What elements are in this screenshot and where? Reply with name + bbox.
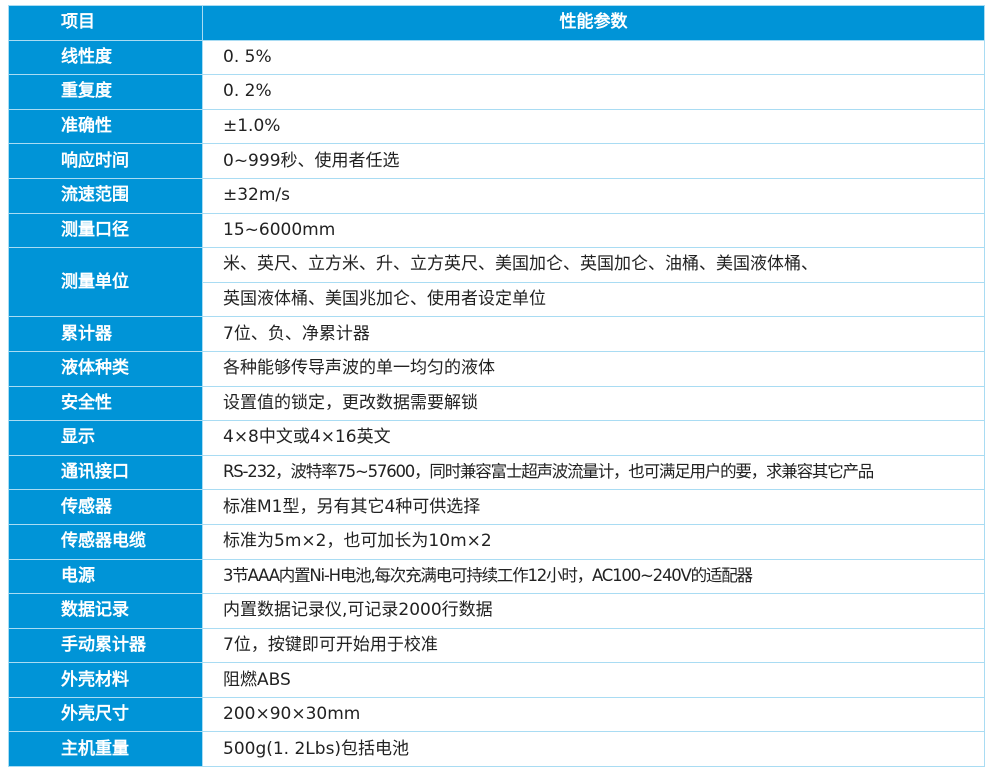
row-label: 数据记录 — [8, 593, 203, 629]
table-row: 通讯接口 RS-232，波特率75~57600，同时兼容富士超声波流量计，也可满足… — [8, 454, 985, 491]
row-label: 外壳材料 — [8, 662, 203, 698]
table-row: 外壳材料 阻燃ABS — [8, 662, 985, 698]
row-value: 7位、负、净累计器 — [202, 316, 985, 352]
row-label: 测量口径 — [8, 212, 203, 249]
header-row: 项目 性能参数 — [8, 5, 985, 41]
row-value: 标准M1型，另有其它4种可供选择 — [202, 489, 985, 525]
table-row: 测量口径 15~6000mm — [8, 212, 985, 249]
row-value: 内置数据记录仪,可记录2000行数据 — [202, 593, 985, 629]
table-row: 电源 3节AAA内置Ni-H电池,每次充满电可持续工作12小时，AC100~240… — [8, 558, 985, 595]
table-row: 重复度 0. 2% — [8, 74, 985, 110]
row-label: 重复度 — [8, 74, 203, 110]
table-row: 响应时间 0~999秒、使用者任选 — [8, 143, 985, 179]
table-row: 线性度 0. 5% — [8, 39, 985, 76]
row-value: 0. 5% — [202, 39, 985, 76]
table-row: 液体种类 各种能够传导声波的单一均匀的液体 — [8, 350, 985, 387]
row-label: 主机重量 — [8, 731, 203, 768]
table-row: 显示 4×8中文或4×16英文 — [8, 420, 985, 456]
table-row: 测量单位 米、英尺、立方米、升、立方英尺、美国加仑、英国加仑、油桶、美国液体桶、 — [8, 247, 985, 318]
table-row: 手动累计器 7位，按键即可开始用于校准 — [8, 627, 985, 664]
header-params: 性能参数 — [202, 5, 985, 41]
row-label: 显示 — [8, 420, 203, 456]
table-row: 主机重量 500g(1. 2Lbs)包括电池 — [8, 731, 985, 768]
row-value: 200×90×30mm — [202, 696, 985, 733]
header-item: 项目 — [8, 5, 203, 41]
table-row: 传感器 标准M1型，另有其它4种可供选择 — [8, 489, 985, 525]
row-value: ±32m/s — [202, 177, 985, 214]
table-row: 累计器 7位、负、净累计器 — [8, 316, 985, 352]
row-value: 标准为5m×2，也可加长为10m×2 — [202, 523, 985, 560]
row-label: 测量单位 — [8, 247, 203, 318]
row-label: 传感器 — [8, 489, 203, 525]
table-row: 英国液体桶、美国兆加仑、使用者设定单位 — [9, 281, 985, 318]
row-label: 手动累计器 — [8, 627, 203, 664]
row-value: 15~6000mm — [202, 212, 985, 249]
row-value: 设置值的锁定，更改数据需要解锁 — [202, 385, 985, 422]
table-row: 安全性 设置值的锁定，更改数据需要解锁 — [8, 385, 985, 422]
row-value: 各种能够传导声波的单一均匀的液体 — [202, 350, 985, 387]
table-row: 传感器电缆 标准为5m×2，也可加长为10m×2 — [8, 523, 985, 560]
row-label: 累计器 — [8, 316, 203, 352]
row-value: 7位，按键即可开始用于校准 — [202, 627, 985, 664]
row-label: 响应时间 — [8, 143, 203, 179]
row-value: 4×8中文或4×16英文 — [202, 420, 985, 456]
row-label: 安全性 — [8, 385, 203, 422]
row-label: 电源 — [8, 558, 203, 595]
row-value: 3节AAA内置Ni-H电池,每次充满电可持续工作12小时，AC100~240V的… — [202, 558, 985, 595]
row-label: 外壳尺寸 — [8, 696, 203, 733]
row-label: 通讯接口 — [8, 454, 203, 491]
row-label: 线性度 — [8, 39, 203, 76]
row-value: 0. 2% — [202, 74, 985, 110]
row-value: 0~999秒、使用者任选 — [202, 143, 985, 179]
spec-table: 项目 性能参数 线性度 0. 5% 重复度 0. 2% 准确性 ±1.0% 响应时间 0~99… — [8, 5, 985, 768]
table-row: 数据记录 内置数据记录仪,可记录2000行数据 — [8, 593, 985, 629]
table-row: 流速范围 ±32m/s — [8, 177, 985, 214]
table-row: 外壳尺寸 200×90×30mm — [8, 696, 985, 733]
row-value: 500g(1. 2Lbs)包括电池 — [202, 731, 985, 768]
row-value: 米、英尺、立方米、升、立方英尺、美国加仑、英国加仑、油桶、美国液体桶、 — [202, 247, 985, 283]
table-row: 准确性 ±1.0% — [8, 108, 985, 145]
row-value: 英国液体桶、美国兆加仑、使用者设定单位 — [202, 281, 985, 318]
row-value: ±1.0% — [202, 108, 985, 145]
row-value: RS-232，波特率75~57600，同时兼容富士超声波流量计，也可满足用户的要… — [202, 454, 985, 491]
row-label: 液体种类 — [8, 350, 203, 387]
row-value: 阻燃ABS — [202, 662, 985, 698]
row-label: 流速范围 — [8, 177, 203, 214]
row-label: 传感器电缆 — [8, 523, 203, 560]
row-label: 准确性 — [8, 108, 203, 145]
